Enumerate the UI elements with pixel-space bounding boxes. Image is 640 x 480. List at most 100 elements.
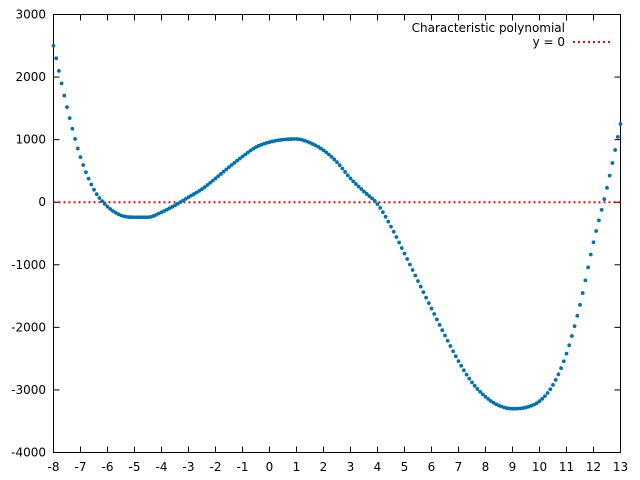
data-point [459,363,464,368]
data-point [75,146,80,151]
data-point [399,246,404,250]
data-point [70,126,75,131]
x-tick-label: 13 [613,460,628,474]
data-point [470,380,474,385]
data-point [318,146,323,151]
data-point [489,399,493,403]
data-point [440,328,445,333]
data-point [448,344,453,348]
data-point [210,178,215,183]
data-point [594,229,599,233]
data-point [394,235,399,239]
data-point [235,158,240,163]
x-tick-label: 8 [482,460,490,474]
data-point [216,174,221,179]
data-point [138,215,142,220]
x-tick-label: 1 [293,460,301,474]
data-point [586,265,590,270]
data-point [610,161,615,165]
data-point [567,343,572,348]
legend-label-characteristic-polynomial: Characteristic polynomial [412,21,565,35]
data-point [291,137,296,141]
data-point [105,204,110,209]
x-tick-label: 2 [320,460,328,474]
data-point [227,165,231,170]
data-point [221,169,226,174]
x-tick-label: -6 [102,460,114,474]
data-point [372,199,377,203]
data-point [551,383,555,387]
data-point [246,150,250,155]
data-point [340,166,345,171]
data-point [67,116,72,121]
data-point [354,182,358,186]
data-point [575,313,580,318]
x-tick-label: 4 [374,460,382,474]
data-point [127,215,131,219]
data-point [143,215,148,220]
data-point [202,185,207,190]
data-point [429,306,434,311]
data-point [345,173,350,178]
data-point [475,387,480,391]
x-tick-label: 10 [532,460,547,474]
data-point [426,301,431,306]
x-tick-label: -3 [183,460,195,474]
data-point [453,354,458,359]
data-point [381,210,385,215]
data-point [375,202,380,206]
data-point [337,163,342,168]
data-point [329,154,334,159]
data-point [84,170,88,175]
data-point [332,157,337,162]
data-point [213,176,218,181]
data-point [283,137,288,142]
data-point [580,291,585,295]
data-point [391,229,396,234]
data-point [540,396,545,401]
data-point [62,93,67,98]
data-point [348,176,353,181]
data-point [232,160,237,165]
y-axis: -4000 -3000 -2000 -1000 0 1000 2000 3000 [11,8,621,460]
data-point [516,406,520,411]
data-point [405,257,410,261]
data-point [81,163,86,167]
data-point [102,202,107,206]
data-point [397,240,401,245]
x-tick-label: 9 [509,460,517,474]
data-point [364,192,369,196]
x-tick-label: 5 [401,460,409,474]
data-point [570,334,574,338]
data-point [432,312,437,316]
x-tick-label: -2 [210,460,222,474]
data-point [100,199,104,204]
data-point [197,188,202,193]
plot-frame [53,14,621,453]
polynomial-series [51,43,623,411]
data-point [237,156,242,161]
data-point [472,383,477,388]
data-point [243,152,248,157]
x-tick-label: 11 [559,460,574,474]
data-point [507,406,512,411]
data-point [456,359,461,364]
x-tick-label: -1 [237,460,249,474]
data-point [556,372,561,377]
data-point [480,392,485,397]
data-point [534,401,539,406]
data-point [602,197,607,202]
data-point [97,196,102,200]
data-point [408,262,412,267]
x-tick-label: 0 [266,460,274,474]
data-point [370,196,374,201]
data-point [135,215,140,220]
y-tick-label: -2000 [11,320,46,334]
x-tick-label: -7 [75,460,87,474]
data-point [445,338,450,343]
data-point [324,150,329,155]
y-tick-label: 0 [38,195,46,209]
y-tick-label: 3000 [15,8,46,22]
y-tick-label: -1000 [11,258,46,272]
